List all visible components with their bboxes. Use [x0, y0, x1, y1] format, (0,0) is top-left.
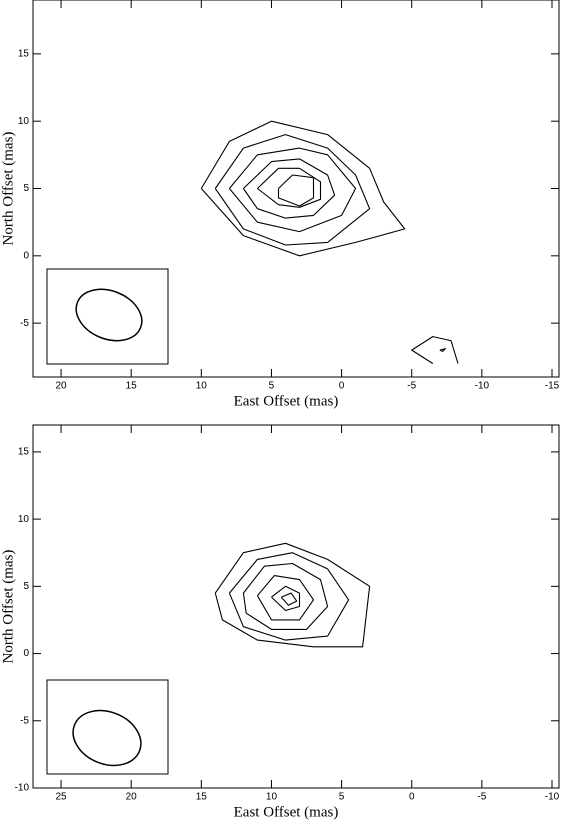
y-axis-label: North Offset (mas)	[0, 550, 16, 664]
y-tick-label: 15	[18, 48, 30, 59]
x-tick-label: 15	[126, 381, 138, 392]
contour	[411, 336, 459, 364]
contour	[280, 592, 298, 606]
plot-frame	[32, 0, 560, 378]
beam	[75, 288, 143, 342]
contour	[228, 552, 350, 641]
y-tick-label: -5	[20, 318, 29, 329]
contour	[277, 174, 315, 207]
x-tick-label: 25	[55, 792, 67, 803]
plot-frame	[32, 424, 560, 789]
contour	[214, 134, 371, 246]
x-tick-label: -5	[407, 381, 416, 392]
x-tick-label: 20	[126, 792, 138, 803]
y-tick-label: 10	[18, 116, 30, 127]
x-tick-label: 0	[409, 792, 415, 803]
x-tick-label: 10	[196, 381, 208, 392]
x-tick-label: -10	[475, 381, 490, 392]
y-tick-label: 10	[18, 514, 30, 525]
y-axis-label: North Offset (mas)	[0, 132, 16, 246]
contour	[214, 542, 371, 648]
y-tick-label: 15	[18, 447, 30, 458]
x-tick-label: -15	[545, 381, 560, 392]
x-axis-label: East Offset (mas)	[234, 804, 339, 820]
contour	[257, 167, 322, 208]
y-tick-label: -10	[15, 783, 30, 794]
contour	[439, 348, 446, 352]
x-tick-label: 10	[266, 792, 278, 803]
y-tick-label: 0	[23, 250, 29, 261]
y-tick-label: -5	[20, 715, 29, 726]
contour	[242, 562, 329, 630]
contour	[256, 575, 315, 621]
contour	[242, 158, 336, 219]
beam-inset	[46, 268, 169, 365]
x-axis-label: East Offset (mas)	[234, 393, 339, 409]
x-tick-label: -10	[545, 792, 560, 803]
y-tick-label: 0	[23, 648, 29, 659]
x-tick-label: 5	[339, 792, 345, 803]
contour	[228, 147, 357, 233]
x-tick-label: 0	[339, 381, 345, 392]
contour	[271, 585, 301, 612]
x-tick-label: 20	[55, 381, 67, 392]
beam-inset	[46, 679, 169, 775]
x-tick-label: 5	[269, 381, 275, 392]
beam	[72, 709, 142, 767]
x-tick-label: -5	[477, 792, 486, 803]
x-tick-label: 15	[196, 792, 208, 803]
contour	[200, 120, 406, 257]
y-tick-label: 5	[23, 183, 29, 194]
y-tick-label: 5	[23, 581, 29, 592]
